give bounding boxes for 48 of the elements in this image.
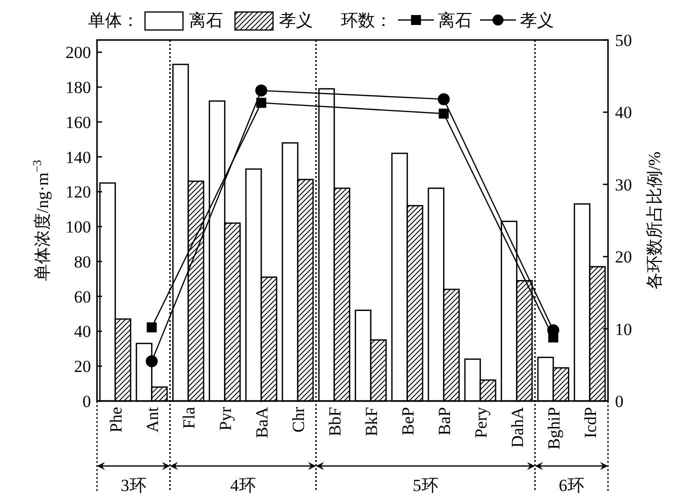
y-tick-label: 100	[66, 218, 91, 237]
y2-tick-label: 0	[615, 392, 624, 411]
x-tick-label: Ant	[142, 406, 162, 432]
y-tick-label: 120	[66, 182, 91, 202]
x-tick-label: Phe	[106, 407, 126, 432]
text: 环数：	[341, 11, 392, 30]
point	[146, 355, 158, 368]
legend-title: 单体：	[88, 11, 139, 30]
legend-label: 孝义	[520, 11, 554, 30]
text: 5环	[412, 476, 438, 495]
y2-axis-title: 各环数所占比例/%	[645, 152, 664, 290]
y2-tick-label: 10	[615, 320, 632, 339]
x-tick-label: Pyr	[216, 406, 235, 431]
y2-tick-label: 20	[615, 248, 632, 267]
text: 4环	[230, 476, 256, 495]
y-tick-label: 140	[66, 148, 91, 167]
y-tick-label: 200	[66, 43, 91, 62]
y2-tick-label: 50	[615, 31, 632, 50]
text: 3环	[120, 476, 146, 495]
y-tick-label: 40	[74, 322, 91, 342]
point	[256, 98, 266, 108]
x-tick-label: BbF	[325, 407, 344, 436]
legend-label: 离石	[189, 11, 223, 30]
x-tick-label: DahA	[508, 406, 527, 448]
x-tick-label: Pery	[471, 406, 490, 438]
y-tick-label: 20	[74, 357, 91, 376]
y-tick-label: 60	[74, 287, 91, 306]
x-tick-label: IcdP	[580, 407, 600, 438]
x-tick-label: BaP	[434, 407, 454, 436]
y-tick-label: 180	[66, 78, 91, 98]
x-tick-label: BghiP	[544, 407, 564, 450]
legend-label: 孝义	[279, 11, 313, 30]
x-tick-label: Fla	[179, 406, 198, 429]
x-tick-label: BkF	[362, 407, 381, 436]
y2-tick-label: 40	[615, 103, 632, 122]
x-tick-label: Chr	[288, 406, 308, 432]
y-tick-label: 80	[74, 252, 91, 272]
text: 6环	[558, 476, 584, 495]
y-tick-label: 0	[82, 392, 91, 411]
point	[255, 84, 268, 97]
y-tick-label: 160	[66, 112, 91, 132]
x-tick-label: BeP	[398, 407, 418, 436]
y2-tick-label: 30	[615, 175, 632, 194]
point	[146, 322, 157, 332]
point	[438, 93, 450, 106]
legend-label: 离石	[438, 11, 472, 30]
point	[438, 108, 449, 119]
x-tick-label: BaA	[252, 406, 272, 438]
